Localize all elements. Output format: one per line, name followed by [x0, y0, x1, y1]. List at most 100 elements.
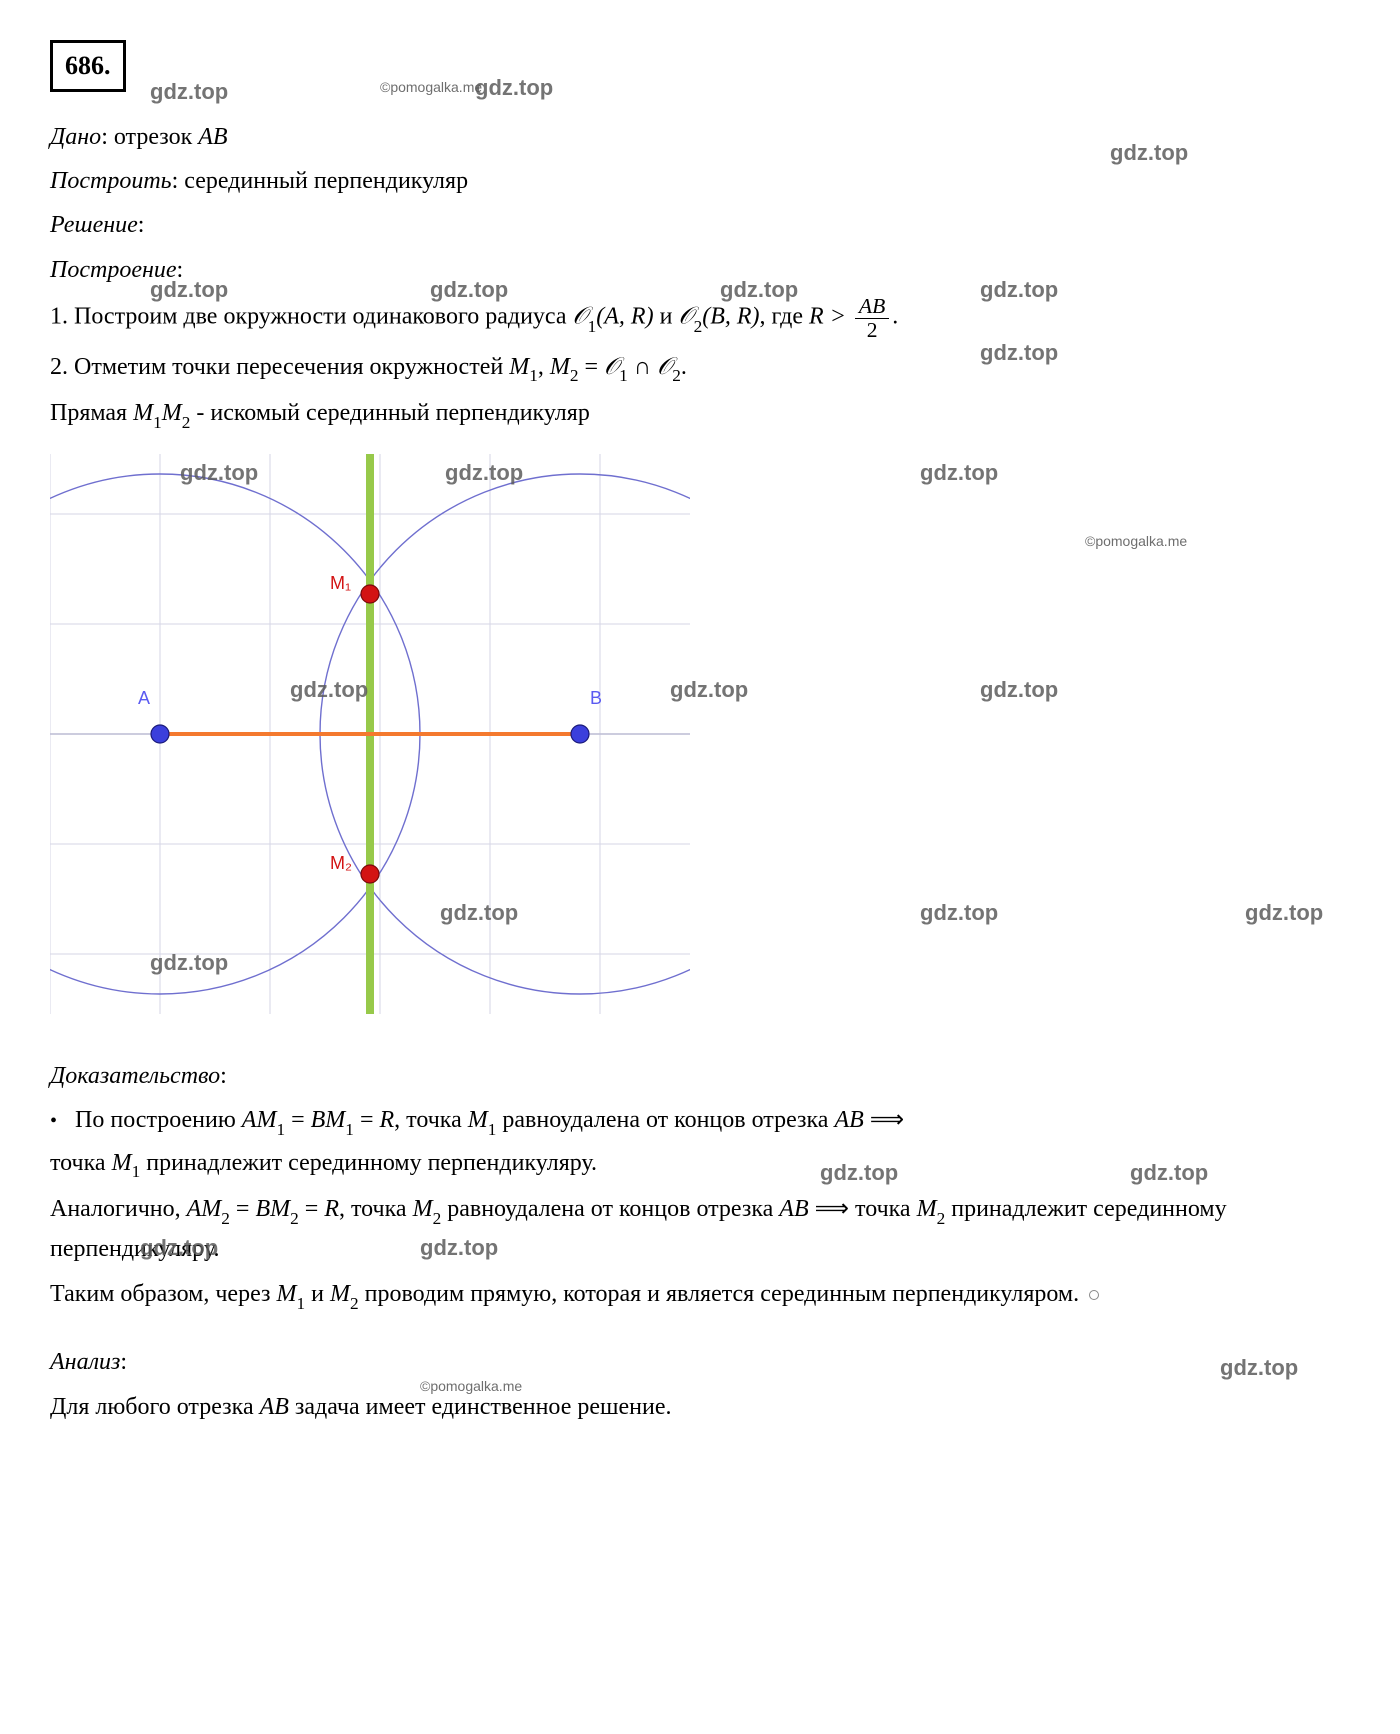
proof1-c: равноудалена от концов отрезка [496, 1107, 834, 1133]
given-label: Дано [50, 124, 101, 150]
step3-m2: M [162, 400, 182, 426]
proof1-bm1: BM [311, 1107, 346, 1133]
proof1-d: точка [50, 1150, 112, 1176]
solution-line: Решение: [50, 206, 1350, 244]
step1-o1-args: (A, R) [596, 304, 653, 330]
proof1-b: , точка [394, 1107, 468, 1133]
watermark-pomogalka: ©pomogalka.me [380, 76, 482, 98]
step3-m1: M [133, 400, 153, 426]
analysis-ab: AB [260, 1394, 289, 1420]
proof2-r: R [324, 1196, 339, 1222]
construction-line: Построение: [50, 251, 1350, 289]
step1-r: R > [809, 304, 852, 330]
step1-o2: 𝒪 [678, 304, 693, 330]
step2: 2. Отметим точки пересечения окружностей… [50, 348, 1350, 388]
problem-number: 686. [50, 40, 126, 92]
step1-frac-num: AB [855, 295, 889, 319]
proof2-bm2: BM [255, 1196, 290, 1222]
proof3-m1-sub: 1 [297, 1294, 306, 1313]
analysis-label: Анализ [50, 1349, 120, 1375]
proof1-bm1-sub: 1 [345, 1120, 354, 1139]
given-line: Дано: отрезок AB [50, 118, 1350, 156]
step1-o2-args: (B, R) [702, 304, 759, 330]
proof-label-line: Доказательство: [50, 1057, 1350, 1095]
svg-text:M₂: M₂ [330, 853, 352, 873]
step3-m1-sub: 1 [153, 413, 162, 432]
step2-o2b: 𝒪 [657, 354, 672, 380]
proof-label: Доказательство [50, 1063, 220, 1089]
proof2-m2d: M [917, 1196, 937, 1222]
proof1-e: принадлежит серединному перпендикуляру. [140, 1150, 597, 1176]
proof1-am1: AM [242, 1107, 277, 1133]
proof2-am2-sub: 2 [221, 1209, 230, 1228]
step1-o1: 𝒪 [573, 304, 588, 330]
step1-frac: AB2 [855, 295, 889, 341]
construct-text: : серединный перпендикуляр [172, 168, 468, 194]
proof3-and: и [305, 1281, 330, 1307]
proof1-imp: ⟹ [864, 1107, 904, 1133]
proof3-m1: M [277, 1281, 297, 1307]
proof1-am1-sub: 1 [276, 1120, 285, 1139]
given-text: : отрезок [101, 124, 198, 150]
step2-prefix: 2. Отметим точки пересечения окружностей [50, 354, 509, 380]
proof2-eq2: = [299, 1196, 325, 1222]
step1-prefix: 1. Построим две окружности одинакового р… [50, 304, 573, 330]
step2-o1b-sub: 1 [619, 366, 628, 385]
proof1-m1c: M [468, 1107, 488, 1133]
proof1-a: По построению [75, 1107, 242, 1133]
step2-m2-sub: 2 [570, 366, 579, 385]
geometry-diagram: ABM₁M₂ [50, 454, 690, 1014]
solution-label: Решение [50, 212, 138, 238]
proof1-eq1: = [285, 1107, 311, 1133]
page: 686. Дано: отрезок AB Построить: середин… [50, 40, 1350, 1426]
analysis-a: Для любого отрезка [50, 1394, 260, 1420]
diagram: ABM₁M₂ [50, 454, 1350, 1026]
proof2-m2d-sub: 2 [937, 1209, 946, 1228]
step2-o2b-sub: 2 [672, 366, 681, 385]
analysis-b: задача имеет единственное решение. [289, 1394, 672, 1420]
construct-line: Построить: серединный перпендикуляр [50, 162, 1350, 200]
proof3-b: проводим прямую, которая и является сере… [359, 1281, 1079, 1307]
step2-m1-sub: 1 [529, 366, 538, 385]
qed-circle-icon [1089, 1290, 1099, 1300]
given-segment: AB [198, 124, 227, 150]
proof1-ab: AB [834, 1107, 863, 1133]
proof1-r: R [379, 1107, 394, 1133]
step2-eq: = [578, 354, 604, 380]
watermark-gdz: gdz.top [475, 70, 553, 105]
proof2: Аналогично, AM2 = BM2 = R, точка M2 равн… [50, 1190, 1350, 1269]
proof2-imp: ⟹ [809, 1196, 855, 1222]
step3-prefix: Прямая [50, 400, 133, 426]
proof2-ab: AB [779, 1196, 808, 1222]
proof2-bm2-sub: 2 [290, 1209, 299, 1228]
step1-frac-den: 2 [855, 319, 889, 342]
proof1-m1d-sub: 1 [132, 1162, 141, 1181]
step2-inter: ∩ [628, 354, 657, 380]
proof2-c: равноудалена от концов отрезка [441, 1196, 779, 1222]
proof1-m1c-sub: 1 [488, 1120, 497, 1139]
svg-text:M₁: M₁ [330, 573, 351, 593]
step1: 1. Построим две окружности одинакового р… [50, 295, 1350, 341]
step2-m1: M [509, 354, 529, 380]
proof1-cont: точка M1 принадлежит серединному перпенд… [50, 1144, 1350, 1184]
step1-o2-sub: 2 [694, 317, 703, 336]
proof2-a: Аналогично, [50, 1196, 187, 1222]
proof2-eq1: = [230, 1196, 256, 1222]
proof3-m2: M [330, 1281, 350, 1307]
step1-and: и [654, 304, 679, 330]
step1-end: . [892, 304, 898, 330]
watermark-gdz: gdz.top [150, 74, 228, 109]
proof2-b: , точка [339, 1196, 413, 1222]
step1-o1-sub: 1 [588, 317, 597, 336]
step2-m2: M [550, 354, 570, 380]
step3-rest: - искомый серединный перпендикуляр [190, 400, 589, 426]
proof3-m2-sub: 2 [350, 1294, 359, 1313]
step1-where: , где [760, 304, 810, 330]
step2-o1b: 𝒪 [604, 354, 619, 380]
proof3: Таким образом, через M1 и M2 проводим пр… [50, 1275, 1350, 1315]
proof3-a: Таким образом, через [50, 1281, 277, 1307]
step2-comma: , [538, 354, 550, 380]
step2-end: . [681, 354, 687, 380]
svg-text:A: A [138, 688, 150, 708]
proof1-m1d: M [112, 1150, 132, 1176]
